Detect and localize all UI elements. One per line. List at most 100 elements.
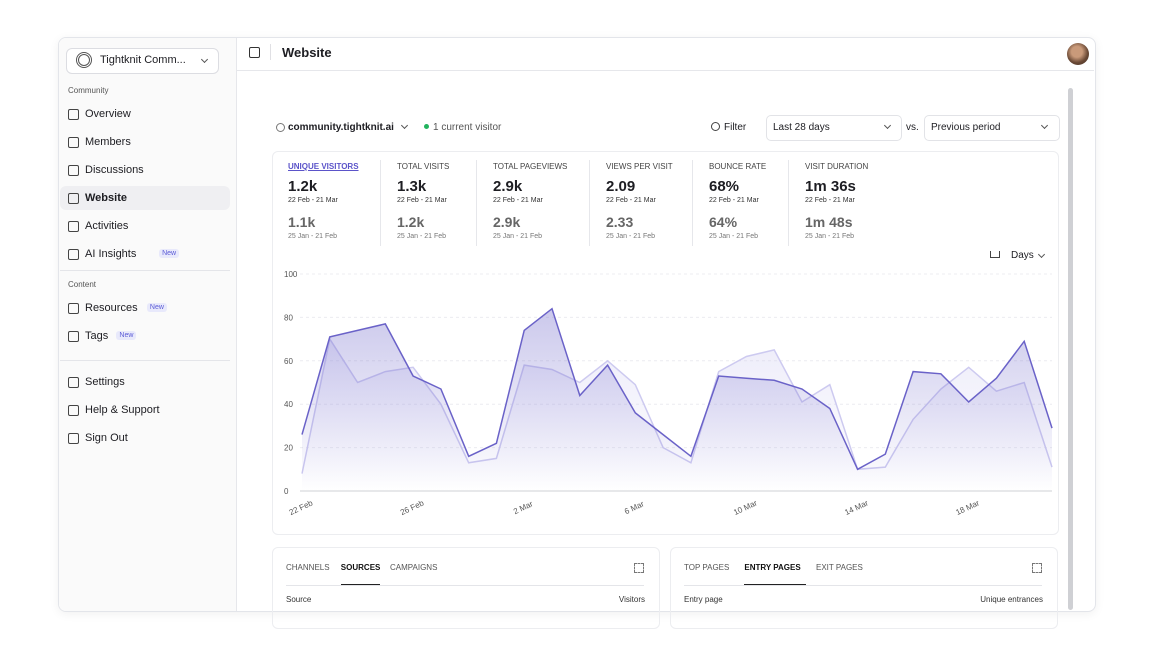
y-tick-label: 0 (284, 487, 289, 496)
filter-icon (711, 122, 720, 131)
workspace-switcher[interactable] (66, 48, 219, 74)
x-tick-label: 18 Mar (954, 498, 981, 517)
vs-label: vs. (906, 122, 919, 133)
avatar[interactable] (1067, 43, 1089, 65)
column-header: Source (286, 595, 312, 604)
stat-current-range: 22 Feb - 21 Mar (493, 197, 543, 204)
panel-tab[interactable]: ENTRY PAGES (744, 563, 801, 572)
stat-previous-range: 25 Jan - 21 Feb (606, 233, 656, 240)
x-tick-label: 2 Mar (512, 499, 535, 516)
interval-select[interactable]: Days (1011, 250, 1034, 261)
scrollbar (1068, 88, 1073, 610)
link-icon (276, 123, 285, 132)
stat-divider (788, 160, 789, 246)
stat-label[interactable]: VISIT DURATION (805, 162, 869, 171)
new-badge: New (116, 331, 137, 340)
series-line (301, 307, 1053, 471)
nav-item[interactable]: Settings (85, 376, 125, 388)
panel-tab[interactable]: TOP PAGES (684, 563, 730, 572)
x-tick-label: 26 Feb (399, 498, 426, 517)
period-select[interactable] (766, 115, 902, 141)
compare-select[interactable] (924, 115, 1060, 141)
filter-button[interactable]: Filter (724, 122, 747, 133)
nav-item[interactable]: Discussions (85, 164, 144, 176)
stat-current: 1.3k (397, 178, 427, 195)
expand-icon[interactable] (1032, 563, 1042, 573)
nav-item[interactable]: Activities (85, 220, 129, 232)
chart: 0 20 40 60 80 100 22 Feb 26 Feb 2 Mar 6 Mar 10 Mar… (284, 270, 1053, 517)
workspace-name[interactable]: Tightknit Comm... (100, 54, 186, 66)
icon (68, 331, 79, 342)
live-visitors: 1 current visitor (433, 122, 502, 133)
sidebar (59, 38, 237, 611)
x-tick-label: 10 Mar (732, 498, 759, 517)
panel-tab[interactable]: CHANNELS (286, 563, 330, 572)
icon (68, 433, 79, 444)
compare-label: Previous period (931, 122, 1001, 133)
app-window (58, 37, 1096, 612)
nav-item[interactable]: AI Insights (85, 248, 137, 260)
icon (68, 303, 79, 314)
expand-icon[interactable] (634, 563, 644, 573)
stat-previous-range: 25 Jan - 21 Feb (709, 233, 759, 240)
new-badge: New (146, 303, 167, 312)
nav-item[interactable]: Sign Out (85, 432, 128, 444)
workspace-logo (76, 52, 92, 68)
nav-item[interactable]: Members (85, 136, 131, 148)
y-tick-label: 20 (284, 444, 293, 453)
x-tick-label: 22 Feb (288, 498, 315, 517)
stat-divider (380, 160, 381, 246)
stat-label[interactable]: UNIQUE VISITORS (288, 162, 359, 171)
sidebar-toggle[interactable] (249, 47, 260, 58)
stat-current: 2.9k (493, 178, 523, 195)
panel-tab[interactable]: SOURCES (340, 563, 381, 572)
stat-previous: 1.2k (397, 214, 425, 230)
icon (68, 377, 79, 388)
stat-current: 68% (709, 178, 740, 195)
nav-item[interactable]: Overview (85, 108, 131, 120)
stat-previous-range: 25 Jan - 21 Feb (805, 233, 855, 240)
nav-item[interactable]: Website (85, 192, 127, 204)
icon (68, 109, 79, 120)
stat-divider (476, 160, 477, 246)
panel-tab[interactable]: CAMPAIGNS (390, 563, 438, 572)
stat-label[interactable]: TOTAL VISITS (397, 162, 450, 171)
panel-rule (286, 585, 644, 586)
stat-current: 1m 36s (805, 178, 856, 195)
stat-current: 1.2k (288, 178, 318, 195)
stat-previous: 1m 48s (805, 214, 853, 230)
stat-divider (692, 160, 693, 246)
icon (68, 165, 79, 176)
nav-group-label: Content (68, 280, 97, 289)
nav-item[interactable]: Tags (85, 330, 109, 342)
stat-previous: 1.1k (288, 214, 316, 230)
y-tick-label: 40 (284, 400, 293, 409)
column-header: Entry page (684, 595, 723, 604)
icon (68, 137, 79, 148)
y-tick-label: 80 (284, 313, 293, 322)
panel-tab[interactable]: EXIT PAGES (816, 563, 863, 572)
nav-item[interactable]: Help & Support (85, 404, 160, 416)
new-badge: New (159, 249, 180, 258)
divider (60, 360, 230, 361)
stat-previous: 64% (709, 214, 738, 230)
stat-current-range: 22 Feb - 21 Mar (606, 197, 656, 204)
nav-item[interactable]: Resources (85, 302, 138, 314)
stat-current-range: 22 Feb - 21 Mar (805, 197, 855, 204)
stats-card (272, 151, 1059, 535)
icon (68, 249, 79, 260)
stat-label[interactable]: VIEWS PER VISIT (606, 162, 673, 171)
page-title: Website (282, 45, 332, 60)
icon (68, 193, 79, 204)
icon (68, 405, 79, 416)
stat-label[interactable]: TOTAL PAGEVIEWS (493, 162, 568, 171)
stat-label[interactable]: BOUNCE RATE (709, 162, 767, 171)
column-header: Visitors (618, 595, 645, 604)
nav-item-active-bg (60, 186, 230, 210)
site-selector[interactable]: community.tightknit.ai (288, 122, 394, 133)
panel (272, 547, 660, 629)
download-icon[interactable] (990, 251, 1000, 258)
live-dot (424, 124, 429, 129)
x-tick-label: 6 Mar (623, 499, 646, 516)
